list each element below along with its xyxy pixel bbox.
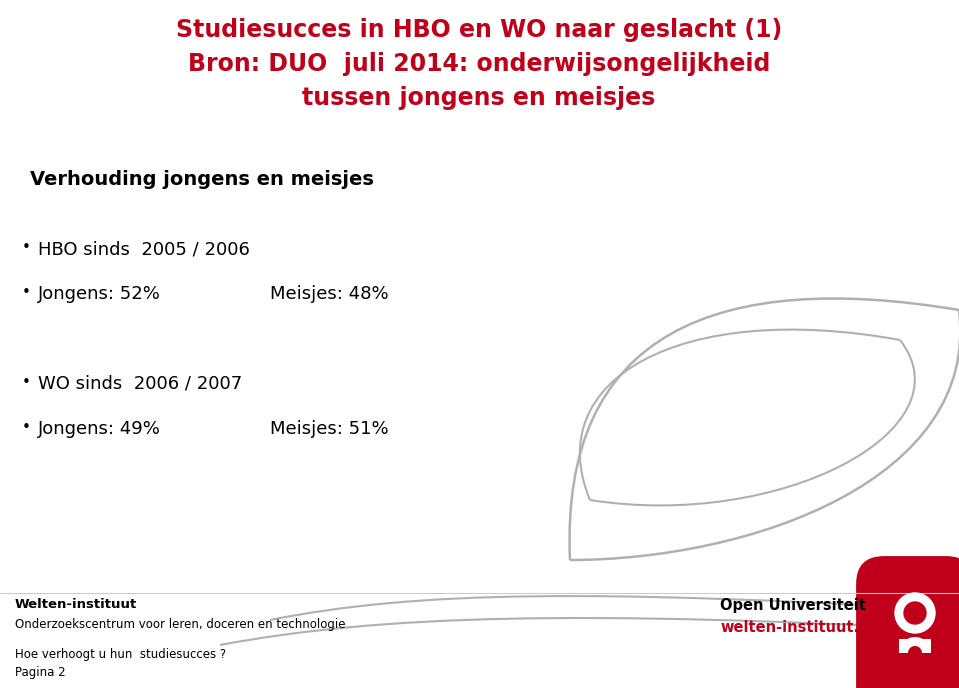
Text: Jongens: 49%: Jongens: 49% [38, 420, 161, 438]
Text: WO sinds  2006 / 2007: WO sinds 2006 / 2007 [38, 375, 243, 393]
PathPatch shape [899, 637, 931, 653]
Text: Verhouding jongens en meisjes: Verhouding jongens en meisjes [30, 170, 374, 189]
Text: Welten-instituut: Welten-instituut [15, 598, 137, 611]
Text: Jongens: 52%: Jongens: 52% [38, 285, 161, 303]
Text: •: • [22, 240, 31, 255]
Text: Onderzoekscentrum voor leren, doceren en technologie: Onderzoekscentrum voor leren, doceren en… [15, 618, 345, 631]
Circle shape [895, 593, 935, 633]
Text: tussen jongens en meisjes: tussen jongens en meisjes [302, 86, 656, 110]
Text: •: • [22, 420, 31, 435]
Text: Bron: DUO  juli 2014: onderwijsongelijkheid: Bron: DUO juli 2014: onderwijsongelijkhe… [188, 52, 770, 76]
Circle shape [904, 602, 926, 624]
Bar [899, 639, 908, 653]
Text: Meisjes: 48%: Meisjes: 48% [270, 285, 388, 303]
FancyBboxPatch shape [856, 556, 959, 688]
Text: Studiesucces in HBO en WO naar geslacht (1): Studiesucces in HBO en WO naar geslacht … [175, 18, 783, 42]
Text: •: • [22, 285, 31, 300]
Text: •: • [22, 375, 31, 390]
Text: Hoe verhoogt u hun  studiesucces ?: Hoe verhoogt u hun studiesucces ? [15, 648, 226, 661]
Text: HBO sinds  2005 / 2006: HBO sinds 2005 / 2006 [38, 240, 250, 258]
Text: Meisjes: 51%: Meisjes: 51% [270, 420, 388, 438]
Text: Pagina 2: Pagina 2 [15, 666, 65, 679]
Text: Open Universiteit: Open Universiteit [720, 598, 866, 613]
Text: welten-instituut.ou.nl: welten-instituut.ou.nl [720, 620, 901, 635]
Bar [922, 639, 931, 653]
